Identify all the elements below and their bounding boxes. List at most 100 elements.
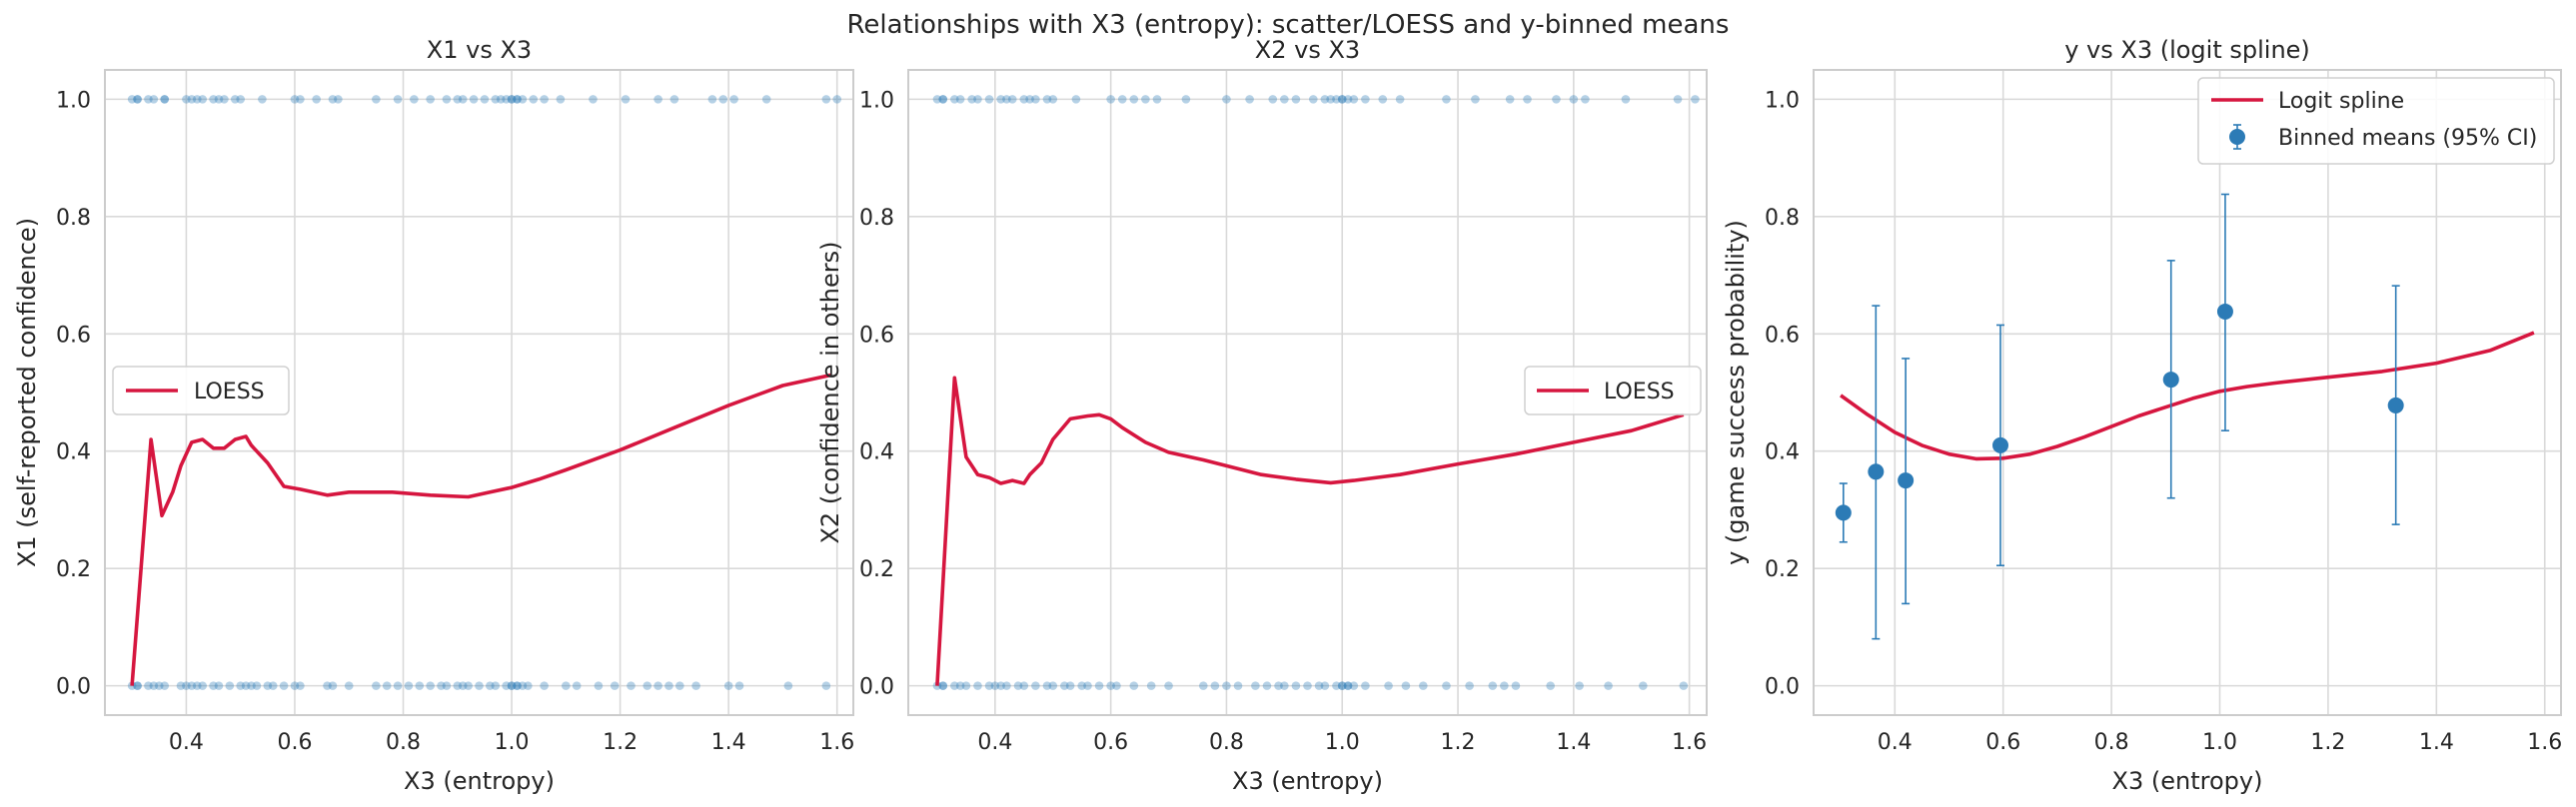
scatter-point bbox=[529, 95, 539, 104]
scatter-point bbox=[675, 681, 684, 690]
scatter-point bbox=[821, 681, 831, 690]
scatter-point bbox=[453, 681, 463, 690]
scatter-point bbox=[1291, 681, 1301, 690]
x-tick-label: 1.0 bbox=[1325, 730, 1360, 755]
scatter-point bbox=[160, 95, 170, 104]
scatter-point bbox=[1332, 681, 1341, 690]
scatter-point bbox=[458, 95, 468, 104]
scatter-point bbox=[955, 681, 965, 690]
scatter-point bbox=[513, 681, 522, 690]
scatter-point bbox=[1442, 95, 1451, 104]
scatter-point bbox=[1280, 681, 1289, 690]
scatter-point bbox=[1106, 95, 1115, 104]
x-tick-label: 0.6 bbox=[277, 730, 312, 755]
scatter-point bbox=[691, 681, 700, 690]
scatter-point bbox=[1523, 95, 1532, 104]
scatter-point bbox=[1146, 681, 1156, 690]
scatter-point bbox=[442, 95, 452, 104]
loess-line bbox=[1840, 331, 2535, 461]
scatter-point bbox=[1552, 95, 1561, 104]
axes-frame bbox=[907, 69, 1708, 716]
scatter-point bbox=[1442, 681, 1451, 690]
scatter-point bbox=[996, 95, 1005, 104]
scatter-point bbox=[821, 95, 831, 104]
scatter-point bbox=[984, 95, 994, 104]
scatter-point bbox=[938, 681, 948, 690]
y-tick-label: 0.6 bbox=[1765, 323, 1800, 348]
scatter-point bbox=[1465, 681, 1474, 690]
scatter-point bbox=[610, 681, 620, 690]
scatter-point bbox=[1007, 95, 1017, 104]
axes-frame bbox=[104, 69, 854, 716]
scatter-point bbox=[1337, 681, 1347, 690]
scatter-point bbox=[718, 95, 728, 104]
scatter-point bbox=[967, 95, 976, 104]
scatter-point bbox=[1395, 95, 1405, 104]
scatter-point bbox=[1639, 681, 1648, 690]
scatter-point bbox=[734, 681, 744, 690]
scatter-point bbox=[653, 95, 662, 104]
scatter-point bbox=[1210, 681, 1220, 690]
binned-mean-point bbox=[2162, 372, 2179, 389]
scatter-point bbox=[1112, 681, 1121, 690]
scatter-point bbox=[1164, 681, 1173, 690]
x-tick-label: 1.2 bbox=[1441, 730, 1476, 755]
scatter-point bbox=[507, 681, 517, 690]
scatter-point bbox=[524, 681, 533, 690]
scatter-point bbox=[507, 95, 517, 104]
scatter-point bbox=[1233, 681, 1243, 690]
scatter-point bbox=[1500, 681, 1509, 690]
y-tick-label: 0.8 bbox=[1765, 206, 1800, 231]
scatter-point bbox=[783, 681, 793, 690]
scatter-point bbox=[1308, 95, 1318, 104]
scatter-point bbox=[1418, 681, 1428, 690]
scatter-point bbox=[1268, 95, 1278, 104]
scatter-point bbox=[144, 681, 153, 690]
scatter-point bbox=[1031, 95, 1040, 104]
y-tick-label: 0.2 bbox=[1765, 557, 1800, 582]
scatter-point bbox=[1245, 95, 1254, 104]
scatter-point bbox=[268, 681, 278, 690]
scatter-point bbox=[950, 95, 959, 104]
y-tick-label: 0.8 bbox=[859, 206, 894, 231]
binned-mean-point bbox=[1868, 463, 1885, 480]
scatter-point bbox=[513, 95, 522, 104]
scatter-point bbox=[1042, 681, 1052, 690]
scatter-point bbox=[496, 95, 506, 104]
scatter-point bbox=[214, 681, 224, 690]
scatter-point bbox=[426, 95, 435, 104]
scatter-point bbox=[241, 681, 251, 690]
scatter-point bbox=[437, 681, 446, 690]
scatter-point bbox=[442, 681, 452, 690]
x-axis-label: X3 (entropy) bbox=[2112, 767, 2263, 795]
scatter-point bbox=[1222, 681, 1231, 690]
scatter-point bbox=[415, 681, 425, 690]
scatter-point bbox=[263, 681, 273, 690]
x-tick-label: 1.2 bbox=[2310, 730, 2345, 755]
panel-title: y vs X3 (logit spline) bbox=[2064, 36, 2310, 64]
scatter-point bbox=[723, 681, 733, 690]
legend-box bbox=[1524, 366, 1702, 415]
scatter-point bbox=[296, 681, 305, 690]
scatter-point bbox=[176, 681, 186, 690]
scatter-point bbox=[344, 681, 354, 690]
scatter-point bbox=[932, 95, 942, 104]
scatter-point bbox=[133, 681, 142, 690]
scatter-point bbox=[258, 95, 267, 104]
x-tick-label: 0.8 bbox=[2094, 730, 2129, 755]
legend: LOESS bbox=[112, 366, 290, 415]
scatter-point bbox=[1262, 681, 1272, 690]
scatter-point bbox=[729, 95, 738, 104]
scatter-point bbox=[540, 95, 549, 104]
scatter-point bbox=[1343, 681, 1353, 690]
scatter-point bbox=[133, 95, 142, 104]
scatter-point bbox=[469, 95, 479, 104]
scatter-point bbox=[1401, 681, 1411, 690]
scatter-point bbox=[410, 95, 419, 104]
scatter-point bbox=[1581, 95, 1590, 104]
x-tick-label: 0.4 bbox=[977, 730, 1012, 755]
scatter-point bbox=[664, 681, 673, 690]
scatter-point bbox=[127, 681, 137, 690]
scatter-point bbox=[627, 681, 636, 690]
